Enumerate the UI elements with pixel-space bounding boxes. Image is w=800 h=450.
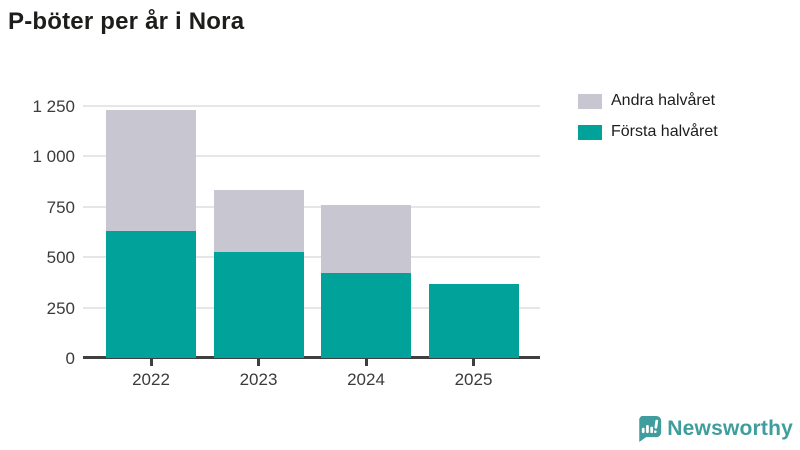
bar-segment-forsta-halvaret-2024 [321,273,411,358]
bar-segment-andra-halvaret-2022 [106,110,196,231]
gridline [83,256,540,259]
gridline [83,105,540,107]
x-tick-mark [149,359,153,366]
x-tick-label: 2024 [347,370,385,389]
branding-name: Newsworthy [667,417,793,440]
gridline [83,205,540,208]
y-tick-label: 1 250 [32,97,75,116]
x-tick-label: 2025 [454,370,493,389]
x-tick-label: 2022 [132,370,170,389]
legend: Andra halvåret Första halvåret [578,92,718,154]
legend-label: Andra halvåret [611,92,716,109]
x-tick-mark [472,359,475,366]
chart-title: P-böter per år i Nora [8,8,245,35]
x-tick-mark [257,359,260,366]
y-tick-label: 1 000 [32,147,75,167]
legend-label: Första halvåret [611,123,718,140]
bar-segment-andra-halvaret-2023 [213,189,304,253]
x-tick-mark [364,359,368,366]
legend-swatch-andra-halvaret [578,93,602,109]
legend-swatch-forsta-halvaret [578,124,602,140]
legend-item-forsta-halvaret: Första halvåret [578,123,718,141]
y-tick-label: 0 [65,349,75,368]
x-axis-line [83,356,540,359]
branding-newsworthy: Newsworthy [636,415,793,443]
bar-segment-forsta-halvaret-2022 [106,231,196,358]
y-tick-label: 500 [46,248,75,268]
legend-item-andra-halvaret: Andra halvåret [578,92,718,110]
bar-segment-forsta-halvaret-2025 [428,284,519,358]
bar-segment-forsta-halvaret-2023 [213,252,304,358]
plot-area [83,105,540,359]
y-tick-label: 250 [46,298,75,318]
y-tick-label: 750 [46,197,75,217]
x-tick-label: 2023 [239,370,278,389]
gridline [83,306,540,309]
gridline [83,155,540,158]
bar-segment-andra-halvaret-2024 [321,204,411,274]
newsworthy-chart-bubble-icon [639,416,662,442]
